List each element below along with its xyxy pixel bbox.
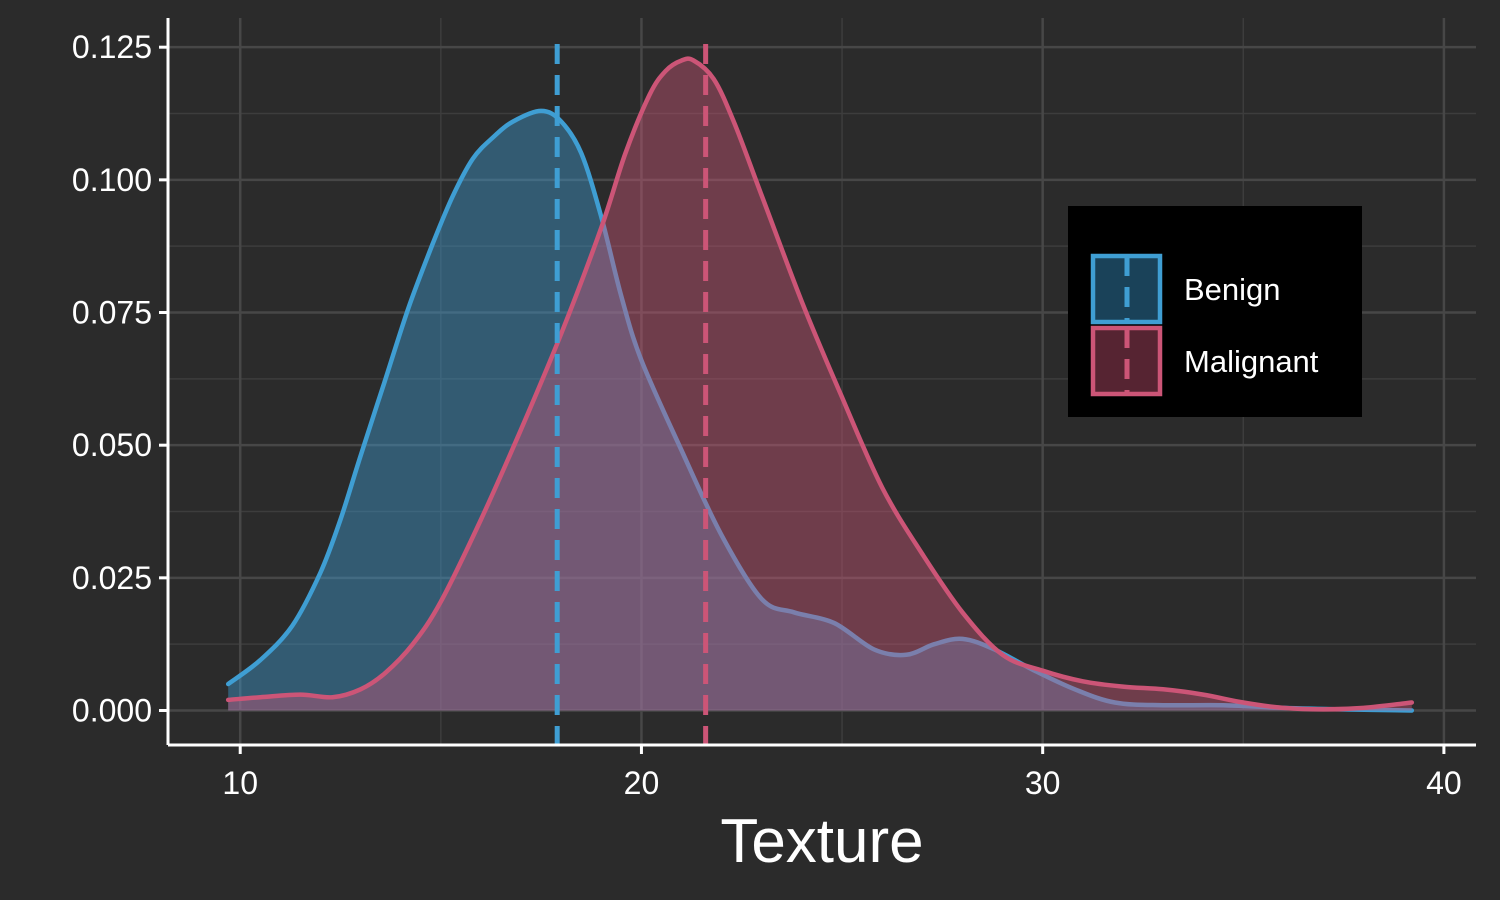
y-tick-label: 0.075	[72, 295, 152, 331]
x-tick-label: 30	[1025, 765, 1061, 801]
legend-label-malignant: Malignant	[1184, 344, 1319, 379]
x-tick-label: 40	[1426, 765, 1462, 801]
density-area-malignant	[228, 58, 1412, 711]
density-line-malignant	[225, 56, 1415, 712]
legend-label-benign: Benign	[1184, 272, 1281, 307]
x-tick-label: 10	[222, 765, 258, 801]
density-area-benign	[228, 110, 1412, 711]
y-tick-label: 0.025	[72, 560, 152, 596]
legend: Benign Malignant	[1068, 206, 1362, 417]
density-line-benign	[225, 108, 1415, 713]
x-tick-label: 20	[624, 765, 660, 801]
y-tick-label: 0.050	[72, 427, 152, 463]
tick-labels: 0.000 0.025 0.050 0.075 0.100 0.125 10 20 30 40	[72, 29, 1462, 801]
y-tick-label: 0.125	[72, 29, 152, 65]
y-tick-label: 0.000	[72, 693, 152, 729]
axes	[159, 18, 1476, 754]
grid-major	[168, 18, 1476, 745]
legend-box	[1068, 206, 1362, 417]
x-axis-title: Texture	[720, 807, 923, 876]
y-tick-label: 0.100	[72, 162, 152, 198]
legend-key-malignant	[1090, 325, 1163, 397]
legend-key-benign	[1090, 253, 1163, 325]
mean-lines	[554, 44, 709, 745]
density-areas	[225, 56, 1415, 713]
